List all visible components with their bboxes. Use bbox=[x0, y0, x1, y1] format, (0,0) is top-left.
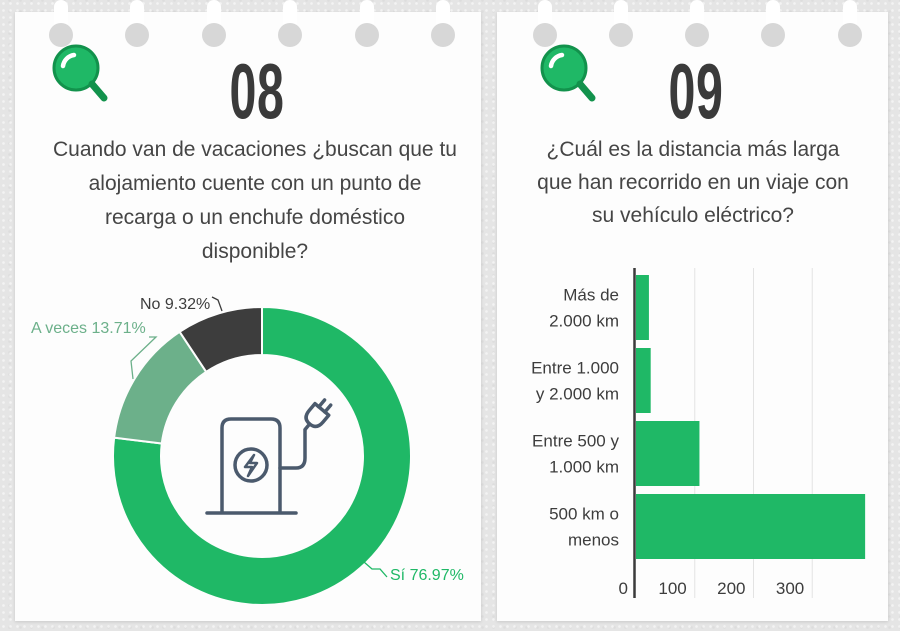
plug-icon bbox=[303, 398, 333, 432]
x-tick-label: 300 bbox=[776, 579, 804, 598]
magnifier-icon bbox=[52, 44, 108, 102]
category-label-line: 500 km o bbox=[549, 505, 619, 524]
donut-label-a-veces: A veces 13.71% bbox=[31, 320, 146, 337]
donut-chart: Sí 76.97% A veces 13.71% No 9.32% bbox=[31, 296, 464, 606]
binder-ring-tab bbox=[360, 0, 374, 30]
binder-ring-hole bbox=[202, 23, 226, 47]
leader-line-no bbox=[211, 296, 223, 312]
donut-slice-no bbox=[178, 305, 263, 374]
category-label-line: 2.000 km bbox=[549, 312, 619, 331]
question-card-08: 08 Cuando van de vacaciones ¿buscan que … bbox=[15, 12, 481, 621]
bar-entre-500-y-1-000-km bbox=[636, 421, 700, 486]
bolt-circle bbox=[233, 447, 269, 483]
binder-ring-tab bbox=[130, 0, 144, 30]
bar-chart: 0 100 200 300 Más de 2.000 km Entre 1.000 y 2.0… bbox=[531, 268, 866, 598]
charging-cable bbox=[278, 428, 307, 470]
category-label-line: Entre 500 y bbox=[532, 432, 619, 451]
binder-ring-tab bbox=[436, 0, 450, 30]
leader-line-a-veces bbox=[130, 336, 158, 380]
binder-ring-tab bbox=[843, 0, 857, 30]
binder-ring-hole bbox=[278, 23, 302, 47]
category-label-entre-500-y-1-000-km: Entre 500 y 1.000 km bbox=[532, 432, 619, 477]
binder-ring-tab bbox=[283, 0, 297, 30]
category-label-500-km-o-menos: 500 km o menos bbox=[549, 505, 619, 550]
station-body bbox=[220, 417, 282, 514]
donut-label-no: No 9.32% bbox=[140, 296, 210, 313]
category-label-line: y 2.000 km bbox=[536, 385, 619, 404]
question-text: ¿Cuál es la distancia más larga que han … bbox=[537, 138, 849, 227]
bar-mas-de-2-000-km bbox=[636, 275, 649, 340]
binder-ring-hole bbox=[125, 23, 149, 47]
binder-ring-hole bbox=[533, 23, 557, 47]
bar-entre-1-000-y-2-000-km bbox=[636, 348, 651, 413]
donut-labels: Sí 76.97% A veces 13.71% No 9.32% bbox=[31, 296, 464, 584]
x-tick-label: 200 bbox=[717, 579, 745, 598]
donut-label-si: Sí 76.97% bbox=[390, 567, 464, 584]
binder-ring-tab bbox=[207, 0, 221, 30]
binder-ring-hole bbox=[685, 23, 709, 47]
bar-500-km-o-menos bbox=[636, 494, 866, 559]
question-number: 08 bbox=[229, 47, 285, 135]
binder-ring-hole bbox=[431, 23, 455, 47]
binder-ring-tab bbox=[690, 0, 704, 30]
category-label-entre-1-000-y-2-000-km: Entre 1.000 y 2.000 km bbox=[531, 359, 619, 404]
category-label-line: menos bbox=[568, 531, 619, 550]
question-number: 09 bbox=[668, 47, 724, 135]
binder-rings bbox=[49, 0, 862, 47]
magnifier-icon bbox=[540, 44, 596, 102]
binder-ring-tab bbox=[766, 0, 780, 30]
charging-station-icon bbox=[205, 398, 333, 515]
binder-ring-hole bbox=[49, 23, 73, 47]
category-label-mas-de-2-000-km: Más de 2.000 km bbox=[549, 286, 619, 331]
lightning-bolt-icon bbox=[243, 453, 259, 478]
binder-ring-hole bbox=[761, 23, 785, 47]
leader-line-si bbox=[363, 561, 388, 578]
binder-ring-tab bbox=[538, 0, 552, 30]
donut-slice-si bbox=[112, 305, 412, 606]
x-tick-label: 100 bbox=[658, 579, 686, 598]
binder-ring-tab bbox=[614, 0, 628, 30]
category-label-line: Entre 1.000 bbox=[531, 359, 619, 378]
donut-slices bbox=[112, 305, 412, 606]
category-label-line: 1.000 km bbox=[549, 458, 619, 477]
category-label-line: Más de bbox=[563, 286, 619, 305]
binder-ring-hole bbox=[355, 23, 379, 47]
binder-ring-hole bbox=[609, 23, 633, 47]
question-text: Cuando van de vacaciones ¿buscan que tu … bbox=[53, 138, 457, 263]
binder-ring-tab bbox=[54, 0, 68, 30]
x-tick-label: 0 bbox=[619, 579, 628, 598]
binder-ring-hole bbox=[838, 23, 862, 47]
